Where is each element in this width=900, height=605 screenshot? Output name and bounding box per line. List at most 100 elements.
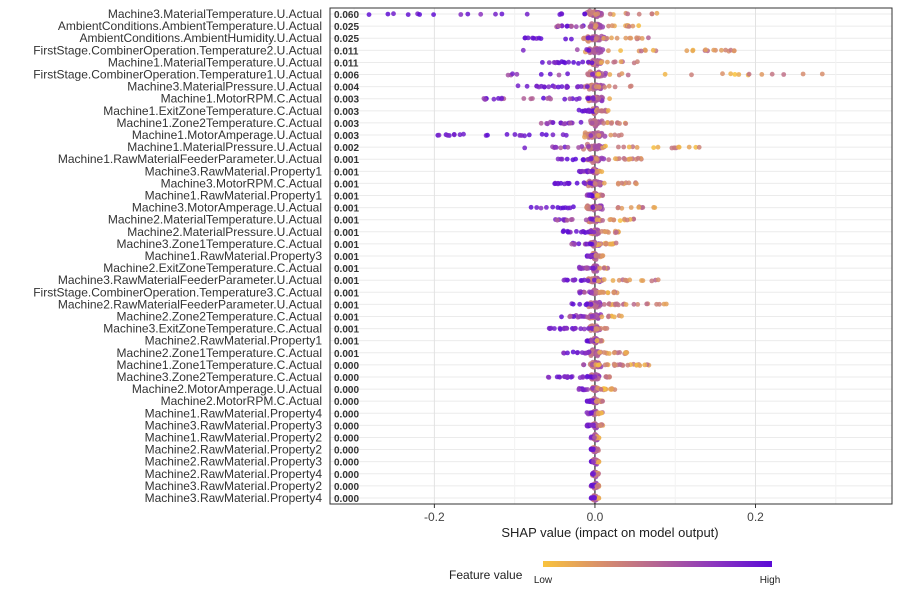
feature-label: FirstStage.CombinerOperation.Temperature…: [33, 68, 322, 82]
shap-point: [582, 11, 587, 17]
shap-point: [585, 157, 591, 162]
shap-point: [405, 12, 411, 17]
shap-point: [636, 11, 642, 17]
shap-point: [602, 325, 607, 331]
shap-point: [593, 84, 599, 90]
shap-point: [636, 23, 642, 29]
shap-point: [554, 374, 560, 380]
shap-point: [606, 48, 611, 54]
feature-importance-value: 0.000: [334, 446, 359, 457]
feature-importance-value: 0.001: [334, 167, 359, 178]
shap-point: [605, 59, 610, 65]
shap-point: [586, 193, 592, 199]
shap-point: [589, 362, 595, 368]
shap-point: [639, 36, 645, 41]
shap-point: [590, 471, 595, 477]
shap-point: [597, 265, 603, 271]
shap-point: [578, 326, 584, 332]
shap-point: [557, 12, 563, 17]
shap-point: [597, 180, 602, 186]
shap-point: [534, 83, 540, 89]
shap-point: [598, 49, 604, 55]
importance-values: 0.0600.0250.0250.0110.0110.0060.0040.003…: [334, 10, 359, 505]
shap-point: [627, 84, 633, 89]
feature-label: Machine1.RawMaterial.Property2: [145, 430, 323, 444]
shap-point: [542, 84, 547, 90]
feature-label: Machine1.Zone1Temperature.C.Actual: [117, 358, 322, 372]
shap-point: [613, 240, 619, 246]
shap-point: [576, 61, 581, 66]
shap-point: [592, 435, 597, 440]
shap-point: [759, 72, 765, 77]
shap-point: [556, 72, 562, 78]
shap-point: [586, 48, 592, 53]
feature-label: Machine3.RawMaterial.Property2: [145, 479, 323, 493]
shap-point: [512, 132, 518, 137]
shap-point: [548, 96, 553, 102]
feature-label: Machine1.MotorRPM.C.Actual: [161, 92, 322, 106]
shap-point: [578, 119, 584, 125]
shap-point: [565, 229, 571, 235]
shap-point: [600, 218, 605, 223]
shap-point: [606, 314, 611, 320]
shap-point: [565, 277, 570, 283]
shap-point: [564, 23, 570, 29]
shap-point: [582, 290, 587, 295]
shap-point: [654, 301, 659, 307]
feature-importance-value: 0.001: [334, 155, 359, 166]
shap-point: [530, 96, 535, 101]
feature-importance-value: 0.001: [334, 204, 359, 215]
feature-labels: Machine3.MaterialTemperature.U.Actual Amb…: [33, 7, 322, 505]
feature-label: FirstStage.CombinerOperation.Temperature…: [33, 43, 322, 57]
shap-point: [634, 35, 639, 41]
shap-point: [573, 24, 579, 30]
shap-point: [545, 374, 551, 380]
feature-importance-value: 0.001: [334, 276, 359, 287]
shap-point: [607, 374, 612, 379]
feature-importance-value: 0.000: [334, 482, 359, 493]
shap-point: [689, 72, 694, 78]
feature-importance-value: 0.011: [334, 58, 359, 69]
shap-point: [594, 217, 600, 223]
shap-point: [563, 132, 569, 138]
shap-point: [602, 229, 608, 235]
shap-point: [521, 96, 527, 101]
shap-point: [567, 96, 573, 102]
feature-label: Machine3.MaterialTemperature.U.Actual: [108, 7, 322, 21]
feature-label: Machine3.Zone2Temperature.C.Actual: [117, 370, 322, 384]
shap-point: [574, 229, 579, 234]
shap-point: [604, 120, 610, 126]
shap-point: [595, 471, 601, 477]
shap-point: [577, 301, 583, 307]
shap-point: [611, 59, 617, 65]
shap-point: [609, 35, 614, 41]
shap-point: [596, 108, 601, 114]
shap-point: [572, 242, 577, 247]
shap-point: [578, 265, 583, 271]
shap-point: [623, 350, 628, 355]
shap-point: [601, 265, 607, 271]
shap-point: [543, 132, 549, 138]
shap-point: [606, 351, 612, 356]
feature-label: AmbientConditions.AmbientHumidity.U.Actu…: [79, 31, 322, 45]
shap-point: [601, 302, 607, 307]
shap-point: [550, 120, 556, 125]
feature-importance-value: 0.001: [334, 288, 359, 299]
shap-point: [458, 12, 464, 17]
shap-point: [599, 169, 605, 175]
shap-point: [615, 181, 621, 187]
shap-point: [609, 121, 614, 126]
shap-point: [583, 350, 589, 356]
shap-point: [596, 96, 601, 101]
x-tick-label: 0.2: [747, 510, 764, 524]
shap-point: [593, 23, 599, 28]
shap-point: [591, 446, 596, 452]
shap-point: [589, 120, 595, 126]
shap-point: [781, 72, 787, 77]
shap-point: [626, 180, 632, 186]
shap-point: [819, 71, 825, 77]
shap-point: [552, 181, 558, 187]
plot-border: [329, 7, 893, 505]
